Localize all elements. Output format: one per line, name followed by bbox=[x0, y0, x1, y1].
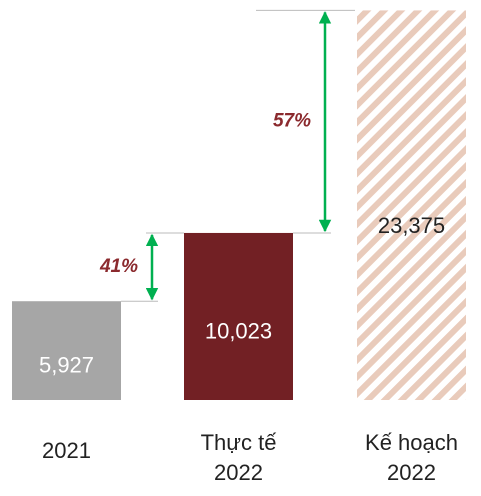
value-label: 10,023 bbox=[205, 318, 272, 343]
category-label: Kế hoạch 2022 bbox=[365, 430, 458, 485]
annotation: 41% bbox=[99, 256, 138, 277]
plot: 5,927 10,023 23,375 41% 57% bbox=[12, 9, 466, 401]
annotation: 57% bbox=[273, 111, 311, 132]
category-label: Thực tế 2022 bbox=[200, 430, 277, 485]
bar bbox=[12, 301, 121, 400]
bar bbox=[184, 232, 293, 400]
bar bbox=[357, 10, 466, 401]
category-label: 2021 bbox=[42, 438, 91, 463]
value-label: 23,375 bbox=[378, 213, 445, 238]
value-label: 5,927 bbox=[39, 352, 94, 377]
